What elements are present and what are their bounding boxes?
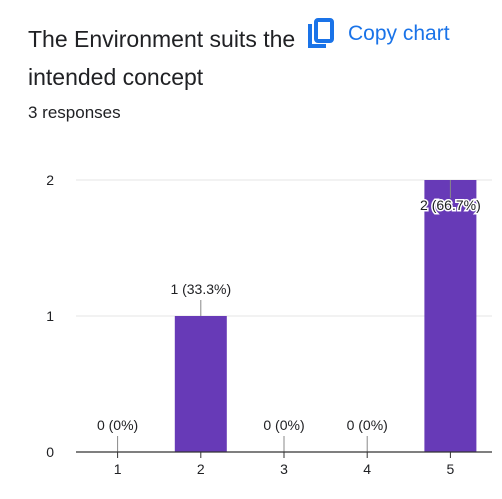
data-label: 0 (0%)	[347, 417, 388, 433]
y-tick-label: 0	[46, 444, 54, 460]
x-tick-label: 2	[197, 461, 205, 477]
bar-2	[174, 316, 227, 452]
x-tick-label: 3	[280, 461, 288, 477]
x-tick-label: 5	[447, 461, 455, 477]
response-count: 3 responses	[28, 103, 121, 122]
copy-chart-label: Copy chart	[348, 22, 450, 45]
data-label: 1 (33.3%)	[170, 281, 231, 297]
x-tick-label: 4	[363, 461, 371, 477]
y-tick-label: 2	[46, 172, 54, 188]
data-label: 0 (0%)	[263, 417, 304, 433]
y-tick-label: 1	[46, 308, 54, 324]
data-label: 2 (66.7%)	[420, 197, 481, 213]
bar-5	[424, 180, 477, 452]
copy-chart-button[interactable]: Copy chart	[306, 14, 450, 54]
data-label: 0 (0%)	[97, 417, 138, 433]
chart-title: The Environment suits the intended conce…	[28, 26, 296, 90]
copy-icon	[308, 18, 334, 48]
x-tick-label: 1	[114, 461, 122, 477]
